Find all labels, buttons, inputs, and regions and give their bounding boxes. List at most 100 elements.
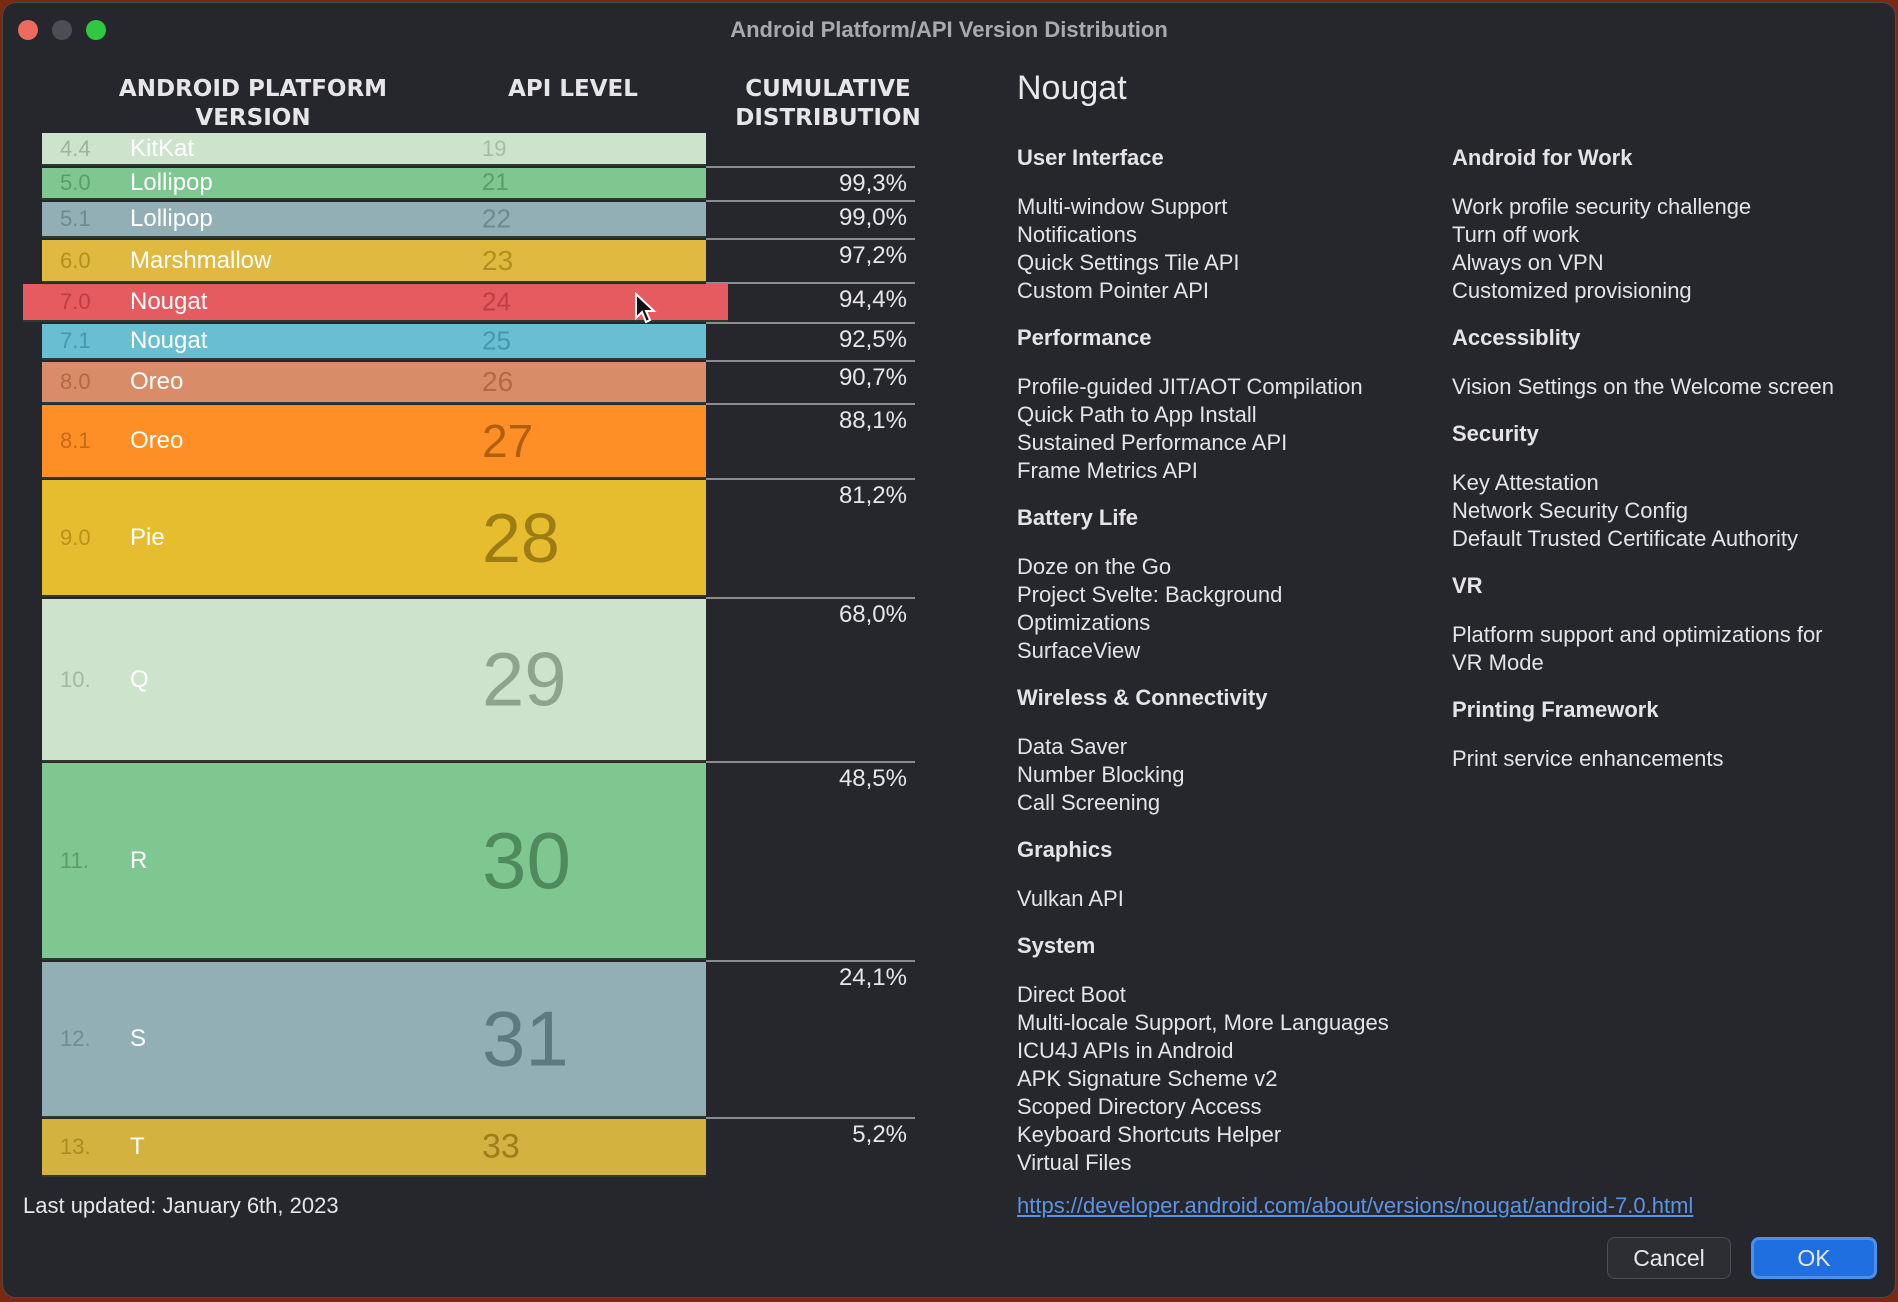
feature-section: Graphics Vulkan API	[1017, 837, 1437, 913]
feature-section: Performance Profile-guided JIT/AOT Compil…	[1017, 325, 1437, 485]
feature-section-heading: VR	[1452, 573, 1483, 598]
feature-item: Doze on the Go	[1017, 554, 1172, 579]
distribution-divider	[706, 322, 915, 324]
cumulative-distribution-value: 99,0%	[838, 204, 907, 231]
cancel-button[interactable]: Cancel	[1607, 1237, 1731, 1279]
feature-item: Sustained Performance API	[1017, 430, 1288, 455]
ok-button[interactable]: OK	[1751, 1237, 1877, 1279]
distribution-divider	[706, 403, 915, 405]
cumulative-distribution-value: 81,2%	[838, 482, 907, 509]
version-row[interactable]: 8.1 Oreo 27	[42, 405, 706, 479]
api-level: 27	[482, 415, 534, 467]
feature-item: Multi-window Support	[1017, 194, 1228, 219]
window-title: Android Platform/API Version Distributio…	[730, 17, 1168, 42]
feature-item: SurfaceView	[1017, 638, 1141, 663]
api-level: 25	[482, 325, 511, 356]
feature-item: Turn off work	[1452, 222, 1580, 247]
feature-item: Direct Boot	[1017, 982, 1126, 1007]
codename: T	[130, 1133, 145, 1160]
platform-version: 4.4	[60, 135, 91, 161]
header-line: CUMULATIVE	[745, 76, 911, 102]
distribution-divider	[706, 282, 915, 284]
distribution-divider	[706, 960, 915, 962]
platform-version: 7.0	[60, 289, 91, 314]
header-line: DISTRIBUTION	[735, 105, 921, 131]
version-row[interactable]: 9.0 Pie 28	[42, 480, 706, 597]
cumulative-distribution-value: 88,1%	[838, 407, 907, 434]
version-row[interactable]: 8.0 Oreo 26	[42, 362, 706, 404]
maximize-window-button[interactable]	[86, 20, 106, 40]
feature-section: Battery Life Doze on the Go Project Svelte…	[1017, 505, 1437, 665]
close-window-button[interactable]	[18, 20, 38, 40]
api-level: 26	[482, 366, 514, 397]
feature-item: Virtual Files	[1017, 1150, 1132, 1175]
feature-section-heading: Performance	[1017, 325, 1152, 350]
version-row[interactable]: 4.4 KitKat 19	[42, 133, 706, 166]
codename: Lollipop	[130, 169, 213, 196]
column-header-api-level: API LEVEL	[508, 76, 638, 102]
minimize-window-button[interactable]	[52, 20, 72, 40]
cumulative-distribution-value: 92,5%	[838, 326, 907, 353]
feature-section-heading: Android for Work	[1452, 145, 1633, 170]
distribution-divider	[706, 597, 915, 599]
feature-section-heading: Security	[1452, 421, 1539, 446]
cumulative-distribution-value: 99,3%	[838, 170, 907, 197]
feature-item: Default Trusted Certificate Authority	[1452, 526, 1799, 551]
version-row[interactable]: 7.1 Nougat 25	[42, 324, 706, 360]
version-row[interactable]: 10. Q 29	[42, 599, 706, 762]
feature-item: Notifications	[1017, 222, 1137, 247]
feature-section: Wireless & Connectivity Data Saver Number …	[1017, 685, 1437, 817]
version-row[interactable]: 7.0 Nougat 24	[23, 284, 728, 322]
feature-section-heading: System	[1017, 933, 1096, 958]
column-header-cumulative: CUMULATIVE DISTRIBUTION	[733, 75, 923, 133]
platform-version: 6.0	[60, 247, 91, 273]
api-level: 33	[482, 1127, 520, 1166]
api-level: 29	[482, 637, 567, 722]
version-row[interactable]: 11. R 30	[42, 763, 706, 960]
version-row[interactable]: 5.1 Lollipop 22	[42, 202, 706, 238]
feature-item: ICU4J APIs in Android	[1017, 1038, 1234, 1063]
feature-item: Always on VPN	[1452, 250, 1604, 275]
version-row[interactable]: 13. T 33	[42, 1119, 706, 1177]
platform-version: 7.1	[60, 328, 91, 353]
distribution-divider	[706, 360, 915, 362]
api-level: 24	[482, 286, 511, 317]
api-level: 23	[482, 244, 514, 276]
feature-item: Customized provisioning	[1452, 278, 1692, 303]
api-level: 19	[482, 135, 507, 161]
cumulative-distribution-value: 90,7%	[838, 364, 907, 391]
feature-item: Data Saver	[1017, 734, 1128, 759]
platform-version: 12.	[60, 1026, 91, 1051]
feature-item: Project Svelte: Background	[1017, 582, 1283, 607]
feature-item: Custom Pointer API	[1017, 278, 1209, 303]
version-row[interactable]: 6.0 Marshmallow 23	[42, 240, 706, 283]
platform-version: 5.0	[60, 170, 91, 195]
column-header-version: ANDROID PLATFORM VERSION	[103, 75, 403, 133]
api-level: 31	[482, 994, 569, 1083]
feature-item: Frame Metrics API	[1017, 458, 1198, 483]
last-updated-label: Last updated: January 6th, 2023	[23, 1193, 339, 1218]
feature-item: Work profile security challenge	[1452, 194, 1752, 219]
feature-item: Optimizations	[1017, 610, 1151, 635]
platform-version: 13.	[60, 1134, 91, 1159]
platform-version: 5.1	[60, 206, 91, 231]
cumulative-distribution-value: 24,1%	[838, 964, 907, 991]
feature-item: Multi-locale Support, More Languages	[1017, 1010, 1389, 1035]
documentation-link[interactable]: https://developer.android.com/about/vers…	[1017, 1193, 1694, 1218]
platform-version: 8.1	[60, 428, 91, 453]
version-row[interactable]: 5.0 Lollipop 21	[42, 168, 706, 200]
feature-item: Network Security Config	[1452, 498, 1688, 523]
feature-section: Printing Framework Print service enhancem…	[1452, 697, 1892, 773]
detail-title: Nougat	[1017, 69, 1127, 107]
feature-section: System Direct Boot Multi-locale Support, M…	[1017, 933, 1437, 1177]
codename: Marshmallow	[130, 246, 272, 274]
version-row[interactable]: 12. S 31	[42, 962, 706, 1118]
distribution-divider	[706, 238, 915, 240]
feature-section-heading: Graphics	[1017, 837, 1113, 862]
feature-item: Call Screening	[1017, 790, 1161, 815]
feature-section: Security Key Attestation Network Security …	[1452, 421, 1892, 553]
distribution-divider	[706, 478, 915, 480]
platform-version: 11.	[60, 847, 89, 873]
feature-section-heading: Wireless & Connectivity	[1017, 685, 1268, 710]
